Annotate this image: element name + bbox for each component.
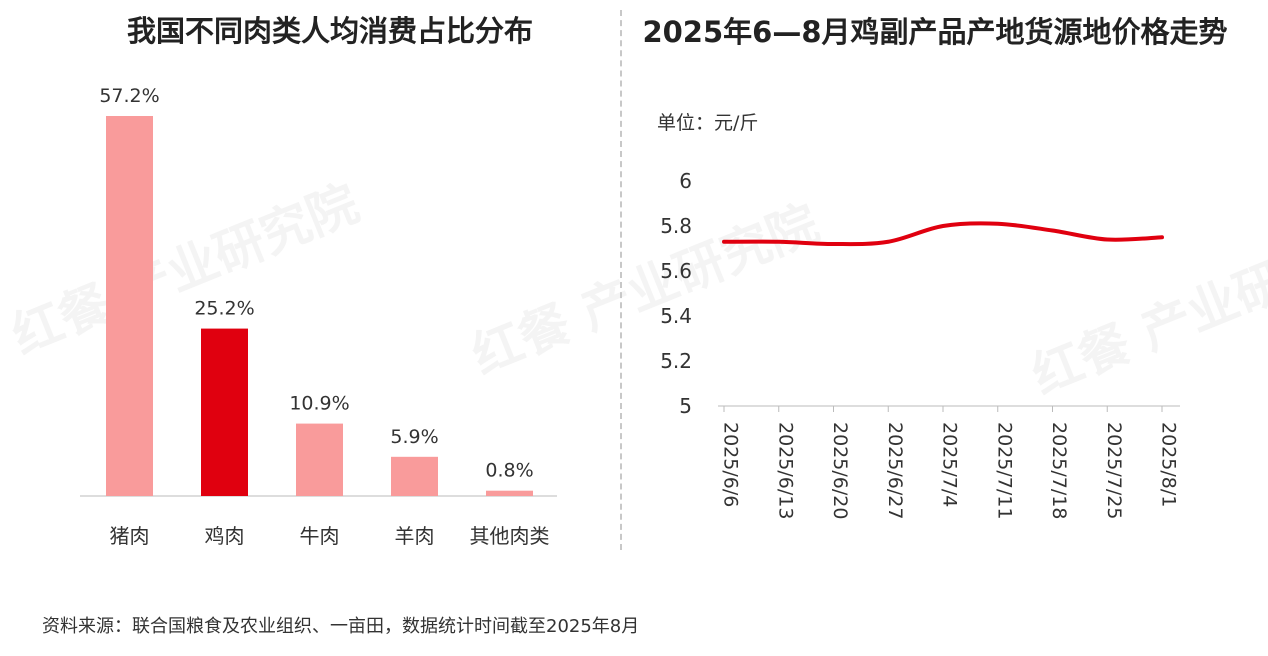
x-tick-label: 2025/8/1 bbox=[1158, 422, 1180, 507]
unit-label: 单位：元/斤 bbox=[657, 112, 759, 134]
line-chart-title: 2025年6—8月鸡副产品产地货源地价格走势 bbox=[642, 15, 1228, 49]
x-tick-label: 2025/7/25 bbox=[1103, 422, 1125, 519]
x-tick-label: 2025/6/13 bbox=[774, 422, 796, 519]
x-tick-label: 2025/7/11 bbox=[993, 422, 1015, 519]
bar-chart-title: 我国不同肉类人均消费占比分布 bbox=[126, 14, 533, 48]
bar-value-label: 57.2% bbox=[99, 85, 159, 107]
bar-category-label: 羊肉 bbox=[395, 524, 435, 548]
bar bbox=[201, 328, 248, 496]
y-tick-label: 5.6 bbox=[660, 259, 692, 283]
bar bbox=[391, 456, 438, 496]
bar bbox=[106, 116, 153, 496]
price-line bbox=[722, 221, 1164, 247]
x-tick-label: 2025/7/4 bbox=[939, 422, 961, 507]
x-tick-label: 2025/6/20 bbox=[829, 422, 851, 519]
y-tick-label: 6 bbox=[679, 169, 692, 193]
bar-category-label: 牛肉 bbox=[300, 524, 340, 548]
source-note: 资料来源：联合国粮食及农业组织、一亩田，数据统计时间截至2025年8月 bbox=[42, 616, 640, 637]
y-tick-label: 5 bbox=[679, 394, 692, 418]
bar bbox=[486, 490, 533, 496]
bar-category-label: 其他肉类 bbox=[470, 524, 550, 548]
panel-divider bbox=[620, 10, 622, 550]
y-tick-label: 5.2 bbox=[660, 349, 692, 373]
bar bbox=[296, 423, 343, 496]
bar-value-label: 25.2% bbox=[194, 298, 254, 320]
bar-category-label: 猪肉 bbox=[110, 524, 150, 548]
x-tick-label: 2025/7/18 bbox=[1048, 422, 1070, 519]
y-tick-label: 5.8 bbox=[660, 214, 692, 238]
bar-category-label: 鸡肉 bbox=[205, 524, 245, 548]
bar-value-label: 10.9% bbox=[289, 393, 349, 415]
x-tick-label: 2025/6/27 bbox=[884, 422, 906, 519]
bar-value-label: 0.8% bbox=[485, 460, 533, 482]
bar-value-label: 5.9% bbox=[390, 426, 438, 448]
x-tick-label: 2025/6/6 bbox=[720, 422, 742, 507]
y-tick-label: 5.4 bbox=[660, 304, 692, 328]
